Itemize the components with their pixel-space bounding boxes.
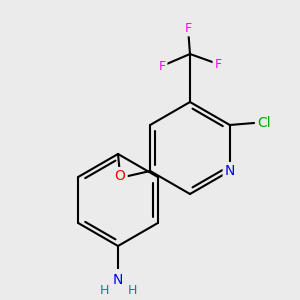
Text: Cl: Cl bbox=[257, 116, 271, 130]
Text: H: H bbox=[127, 284, 137, 296]
Text: N: N bbox=[113, 273, 123, 287]
Text: O: O bbox=[115, 169, 126, 183]
Text: F: F bbox=[214, 58, 222, 70]
Text: F: F bbox=[158, 59, 166, 73]
Text: H: H bbox=[99, 284, 109, 296]
Text: F: F bbox=[184, 22, 192, 34]
Text: N: N bbox=[225, 164, 235, 178]
